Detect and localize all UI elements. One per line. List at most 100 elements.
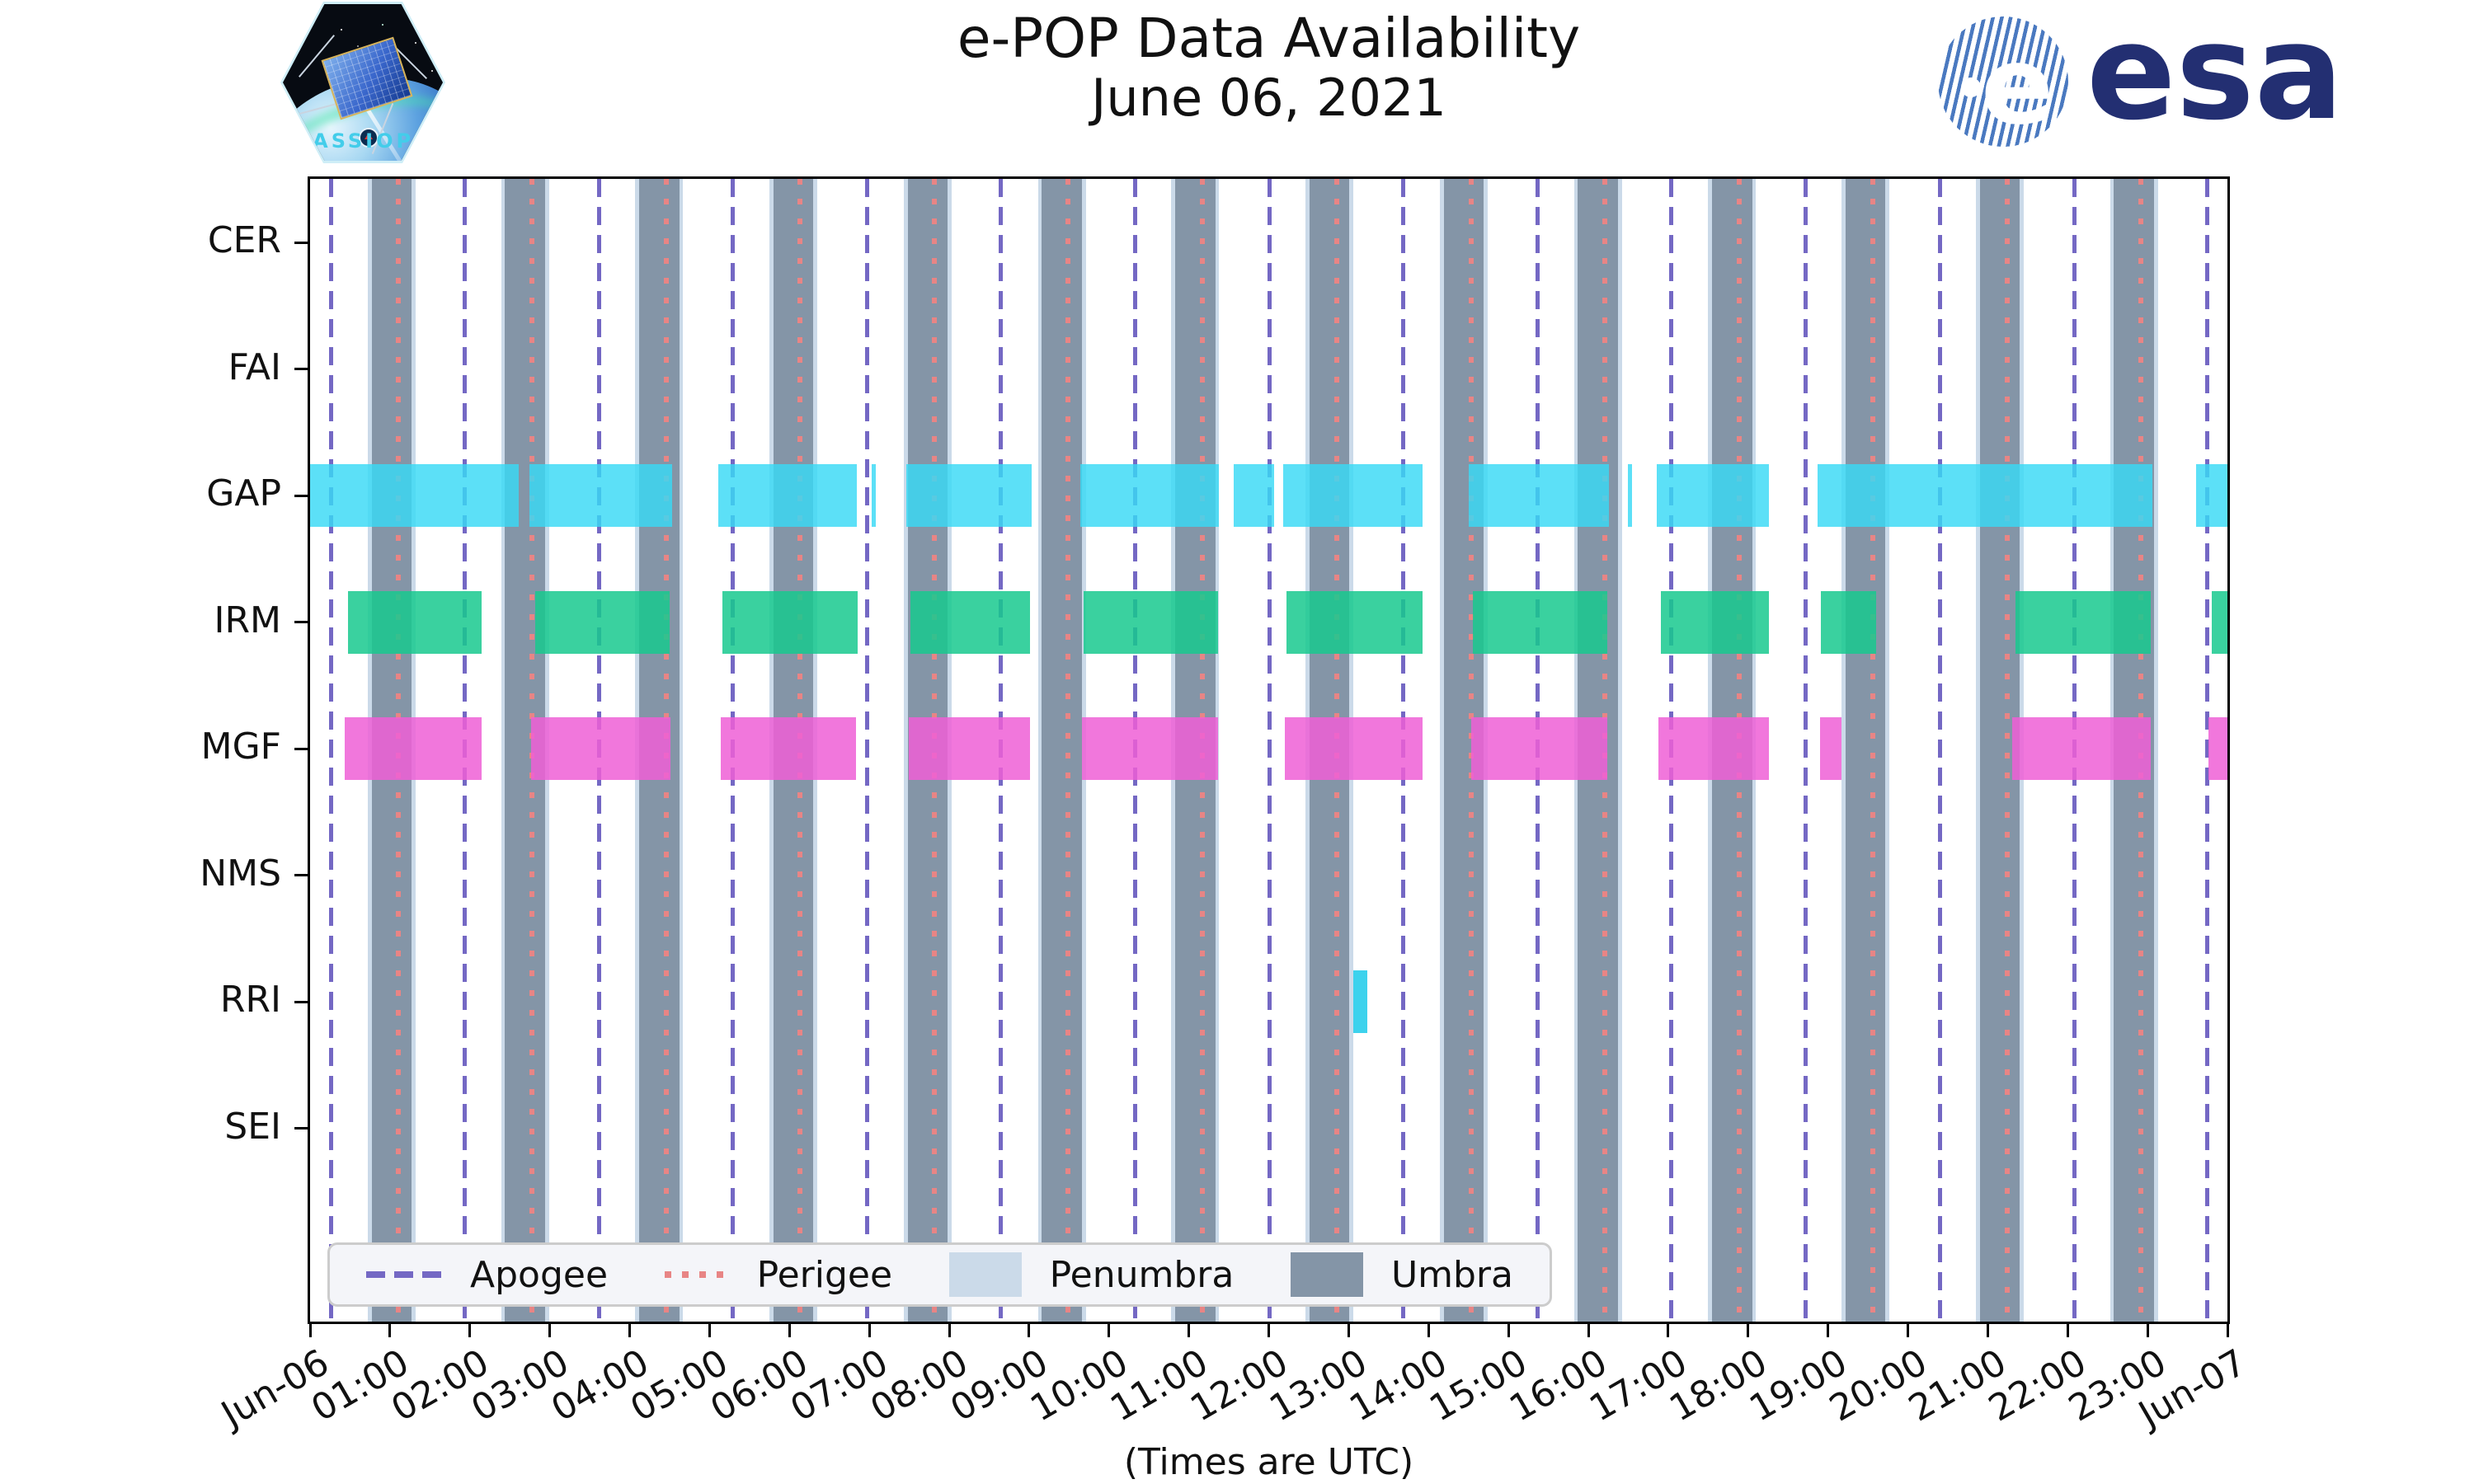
y-tick-label-rri: RRI [219,979,281,1021]
chart-title: e-POP Data Availability [957,7,1581,70]
availability-bar-irm [1472,590,1608,654]
x-tick [1507,1324,1510,1337]
y-tick-label-mgf: MGF [200,726,281,768]
availability-bar-mgf [531,717,670,780]
x-tick [2066,1324,2069,1337]
penumbra-patch-icon [948,1252,1022,1297]
xaxis-caption: (Times are UTC) [1123,1441,1414,1483]
apogee-dash-sample-icon [366,1271,442,1278]
availability-bar-rri [1353,970,1367,1033]
availability-bar-irm [347,590,482,654]
penumbra-band [1439,179,1444,1322]
availability-bar-gap [1628,464,1633,527]
esa-globe-icon: e [1938,16,2068,147]
csa-logo-icon [359,128,379,148]
y-tick [294,621,308,623]
y-tick-label-cer: CER [207,219,281,261]
availability-bar-mgf [1081,717,1219,780]
availability-bar-mgf [1470,717,1608,780]
penumbra-band [679,179,684,1322]
x-tick [1347,1324,1350,1337]
availability-bar-gap [1282,464,1423,527]
availability-bar-mgf [1819,717,1842,780]
availability-bar-mgf [2208,717,2227,780]
legend-item-umbra: Umbra [1290,1252,1513,1297]
apogee-line [1267,179,1272,1322]
x-tick [2146,1324,2149,1337]
x-tick [2226,1324,2229,1337]
y-tick [294,747,308,750]
availability-bar-gap [1657,464,1769,527]
penumbra-band [1885,179,1890,1322]
availability-bar-irm [1083,590,1219,654]
y-tick-label-gap: GAP [206,472,281,514]
x-tick [1587,1324,1590,1337]
esa-e-glyph: e [1981,23,2054,147]
x-tick [1188,1324,1191,1337]
legend: Apogee Perigee Penumbra Umbra [327,1242,1552,1307]
y-tick-label-nms: NMS [200,852,281,895]
availability-bar-irm [910,590,1030,654]
apogee-line [2205,179,2210,1322]
penumbra-band [2153,179,2158,1322]
penumbra-band [1841,179,1846,1322]
availability-bar-irm [2211,590,2227,654]
legend-label-penumbra: Penumbra [1049,1253,1235,1296]
availability-bar-irm [1661,590,1769,654]
chart-title-block: e-POP Data Availability June 06, 2021 [310,7,2227,127]
apogee-line [864,179,869,1322]
availability-bar-gap [1818,464,2152,527]
x-tick [1827,1324,1830,1337]
legend-label-umbra: Umbra [1390,1253,1513,1296]
x-tick [708,1324,711,1337]
y-tick [294,1127,308,1129]
availability-bar-mgf [1284,717,1423,780]
legend-label-perigee: Perigee [756,1253,893,1296]
x-tick [1427,1324,1430,1337]
penumbra-band [501,179,506,1322]
stars-decoration [308,21,309,22]
x-tick [948,1324,951,1337]
y-tick-label-sei: SEI [224,1105,281,1148]
availability-bar-irm [535,590,670,654]
availability-bar-gap [2196,464,2227,527]
x-tick [868,1324,871,1337]
x-tick [628,1324,631,1337]
availability-bar-mgf [1658,717,1769,780]
availability-bar-mgf [344,717,482,780]
legend-item-penumbra: Penumbra [948,1252,1291,1297]
x-tick [1907,1324,1909,1337]
x-tick [1747,1324,1750,1337]
esa-wordmark: esa [2086,0,2344,149]
esa-logo: e esa [1928,0,2406,159]
availability-bar-irm [722,590,858,654]
esa-globe-dot [1961,77,1981,97]
x-tick [1108,1324,1111,1337]
perigee-line [1065,179,1071,1322]
availability-bar-gap [529,464,672,527]
x-tick [1028,1324,1031,1337]
umbra-band [1042,179,1082,1322]
availability-bar-gap [718,464,857,527]
apogee-line [1937,179,1942,1322]
y-tick [294,874,308,876]
y-tick [294,1000,308,1003]
availability-bar-gap [1233,464,1275,527]
x-tick [468,1324,472,1337]
x-tick [1986,1324,1989,1337]
hexagon-patch-art: CASSIOPE [283,4,443,161]
x-tick [308,1324,312,1337]
umbra-band [1845,179,1886,1322]
x-tick [388,1324,392,1337]
legend-item-apogee: Apogee [366,1254,665,1296]
apogee-line [1804,179,1808,1322]
perigee-line [1870,179,1875,1322]
apogee-line [328,179,333,1322]
plot-area [310,179,2227,1322]
penumbra-band [1975,179,1980,1322]
penumbra-band [1617,179,1622,1322]
perigee-line [2004,179,2010,1322]
availability-bar-gap [872,464,876,527]
y-tick [294,368,308,370]
